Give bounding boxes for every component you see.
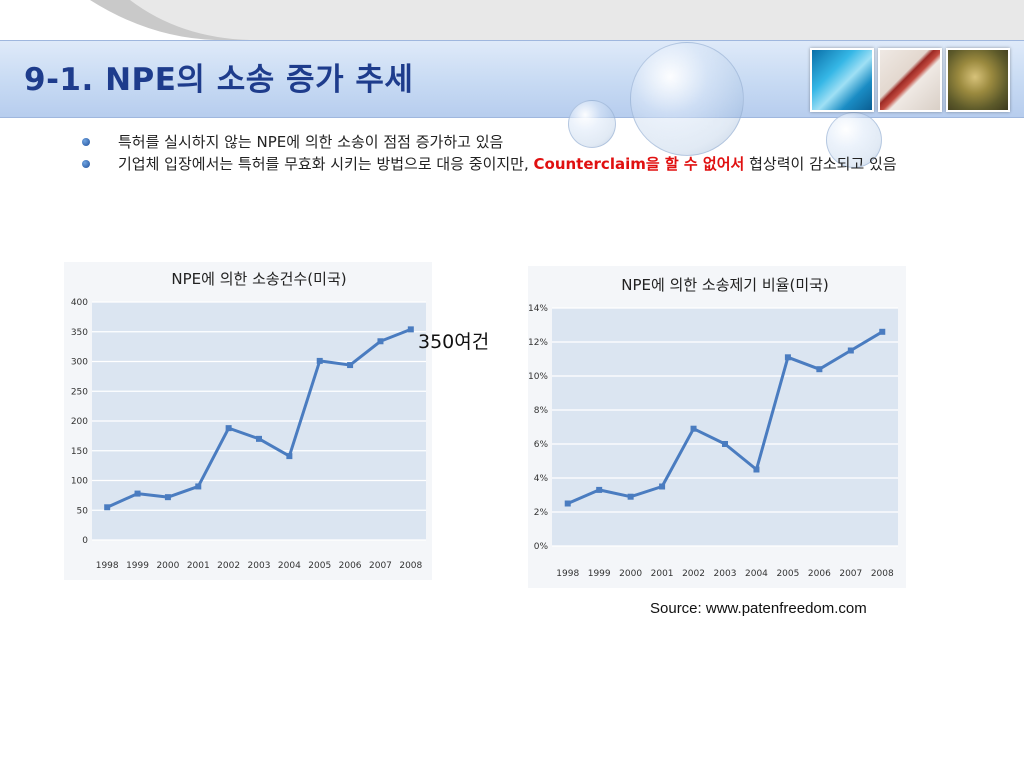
data-point	[627, 493, 634, 500]
data-point	[225, 425, 232, 432]
bubble-decoration-right	[826, 112, 882, 168]
y-tick-label: 4%	[534, 474, 549, 484]
data-point	[407, 326, 414, 333]
x-tick-label: 2004	[745, 569, 768, 579]
data-point	[316, 357, 323, 364]
y-tick-label: 8%	[534, 406, 549, 416]
x-tick-label: 2001	[651, 569, 674, 579]
header-decoration	[90, 0, 1024, 40]
data-point	[784, 354, 791, 361]
y-tick-label: 300	[71, 358, 88, 368]
data-point	[722, 441, 728, 447]
data-point	[104, 504, 111, 511]
x-tick-label: 2002	[682, 569, 705, 579]
x-tick-label: 2006	[808, 569, 831, 579]
y-tick-label: 10%	[528, 372, 548, 382]
y-tick-label: 400	[71, 298, 88, 308]
x-tick-label: 2008	[871, 569, 894, 579]
page-title: 9-1. NPE의 소송 증가 추세	[24, 62, 414, 98]
y-tick-label: 14%	[528, 304, 548, 314]
x-tick-label: 2005	[776, 569, 799, 579]
x-tick-label: 2004	[278, 561, 301, 571]
data-point	[847, 347, 854, 354]
data-point	[816, 366, 823, 373]
source-caption: Source: www.patenfreedom.com	[650, 600, 867, 617]
y-tick-label: 12%	[528, 338, 548, 348]
plot-area	[552, 308, 898, 546]
bullet-text-after: 협상력이 감소되고 있음	[744, 155, 897, 173]
data-point	[753, 466, 760, 473]
data-point	[879, 328, 886, 335]
data-point	[596, 486, 603, 493]
x-tick-label: 2006	[339, 561, 362, 571]
data-point	[690, 425, 697, 432]
y-tick-label: 0	[82, 536, 88, 546]
x-tick-label: 2005	[308, 561, 331, 571]
bullet-item: 기업체 입장에서는 특허를 무효화 시키는 방법으로 대응 중이지만, Coun…	[82, 154, 952, 174]
x-tick-label: 2001	[187, 561, 210, 571]
data-point	[564, 500, 571, 507]
bullet-item: 특허를 실시하지 않는 NPE에 의한 소송이 점점 증가하고 있음	[82, 132, 952, 152]
x-tick-label: 2000	[156, 561, 179, 571]
bullet-text-before: 기업체 입장에서는 특허를 무효화 시키는 방법으로 대응 중이지만,	[118, 155, 534, 173]
x-tick-label: 1999	[126, 561, 149, 571]
data-point	[659, 483, 666, 490]
bullet-dot-icon	[82, 160, 90, 168]
data-point	[347, 362, 354, 369]
x-tick-label: 2000	[619, 569, 642, 579]
plant-thumbnail-icon	[946, 48, 1010, 112]
x-tick-label: 2007	[369, 561, 392, 571]
data-point	[164, 494, 171, 501]
data-point	[377, 338, 384, 345]
chart-lawsuit-ratio-svg: NPE에 의한 소송제기 비율(미국) 0% 2% 4% 6% 8% 10% 12% 14% 19…	[528, 276, 898, 579]
x-tick-label: 2003	[248, 561, 271, 571]
certificate-thumbnail-icon	[878, 48, 942, 112]
x-tick-label: 2003	[714, 569, 737, 579]
bullet-dot-icon	[82, 138, 90, 146]
data-point	[256, 435, 262, 442]
x-tick-label: 1998	[556, 569, 579, 579]
y-tick-label: 250	[71, 387, 88, 397]
chart-lawsuit-count-svg: NPE에 의한 소송건수(미국) 0 50 100 150 200 250 300 350 400…	[71, 270, 426, 571]
y-tick-label: 0%	[534, 542, 549, 552]
blue-fabric-thumbnail-icon	[810, 48, 874, 112]
y-tick-label: 200	[71, 417, 88, 427]
data-point	[134, 490, 141, 497]
chart-title: NPE에 의한 소송건수(미국)	[171, 270, 346, 288]
y-tick-label: 50	[77, 506, 89, 516]
data-point	[195, 483, 202, 490]
x-tick-label: 2008	[399, 561, 422, 571]
chart-title: NPE에 의한 소송제기 비율(미국)	[621, 276, 829, 294]
x-tick-label: 2007	[839, 569, 862, 579]
x-tick-label: 1999	[588, 569, 611, 579]
bullet-highlight: Counterclaim을 할 수 없어서	[533, 155, 745, 173]
x-tick-label: 2002	[217, 561, 240, 571]
x-tick-label: 1998	[96, 561, 119, 571]
annotation-label: 350여건	[418, 331, 490, 353]
y-tick-label: 6%	[534, 440, 549, 450]
bubble-decoration-small	[568, 100, 616, 148]
bullet-list: 특허를 실시하지 않는 NPE에 의한 소송이 점점 증가하고 있음 기업체 입…	[82, 132, 952, 176]
y-tick-label: 100	[71, 477, 88, 487]
chart-lawsuit-count: NPE에 의한 소송건수(미국) 0 50 100 150 200 250 300 350 400…	[64, 262, 432, 580]
y-tick-label: 150	[71, 447, 88, 457]
y-tick-label: 2%	[534, 508, 549, 518]
bubble-decoration-large	[630, 42, 744, 156]
chart-lawsuit-ratio: NPE에 의한 소송제기 비율(미국) 0% 2% 4% 6% 8% 10% 12% 14% 19…	[528, 266, 906, 588]
y-tick-label: 350	[71, 328, 88, 338]
bullet-text: 특허를 실시하지 않는 NPE에 의한 소송이 점점 증가하고 있음	[118, 133, 504, 151]
data-point	[286, 453, 293, 460]
